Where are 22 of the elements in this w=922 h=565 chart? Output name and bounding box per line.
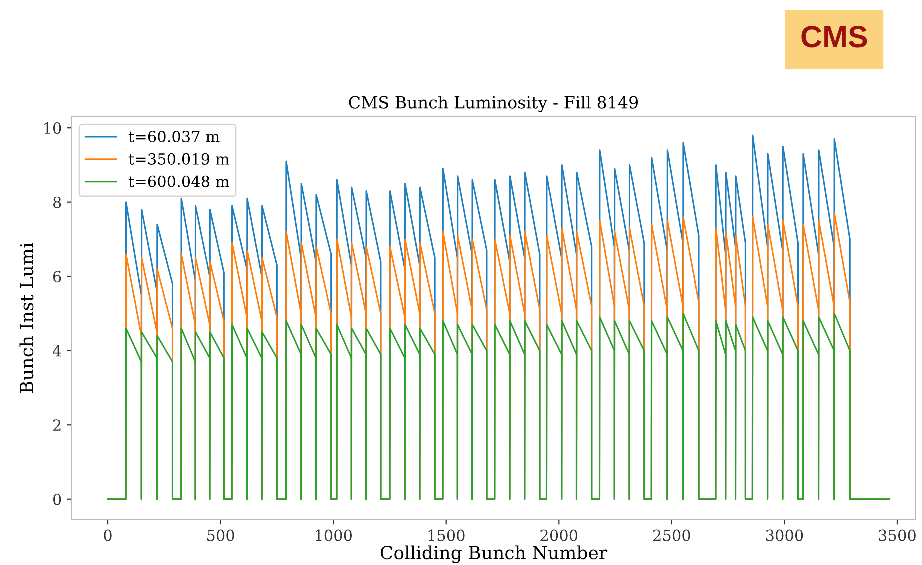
legend-label: t=60.037 m (128, 130, 220, 143)
text: CMS (802, 26, 868, 48)
y-tick-label: 8 (53, 196, 62, 208)
x-tick-label: 1500 (428, 530, 465, 542)
chart-title: CMS Bunch Luminosity - Fill 8149 (349, 96, 638, 112)
x-tick-label: 500 (208, 530, 234, 542)
x-axis-title: Colliding Bunch Number (380, 546, 608, 564)
line-series (107, 312, 890, 500)
x-tick-label: 3000 (766, 530, 804, 542)
legend-label: t=350.019 m (128, 153, 230, 165)
y-tick-label: 0 (53, 494, 62, 506)
x-tick-label: 1000 (316, 530, 352, 542)
legend-label: t=600.048 m (128, 176, 230, 188)
x-tick-label: 2500 (654, 530, 690, 542)
y-tick-label: 4 (52, 345, 62, 357)
x-tick-label: 2000 (540, 530, 578, 542)
y-axis-title: Bunch Inst Lumi (20, 243, 34, 394)
y-tick-label: 10 (44, 122, 62, 134)
y-tick-label: 2 (54, 420, 61, 431)
x-tick-label: 0 (104, 530, 112, 542)
x-tick-label: 3500 (879, 530, 916, 542)
y-tick-label: 6 (53, 271, 62, 283)
